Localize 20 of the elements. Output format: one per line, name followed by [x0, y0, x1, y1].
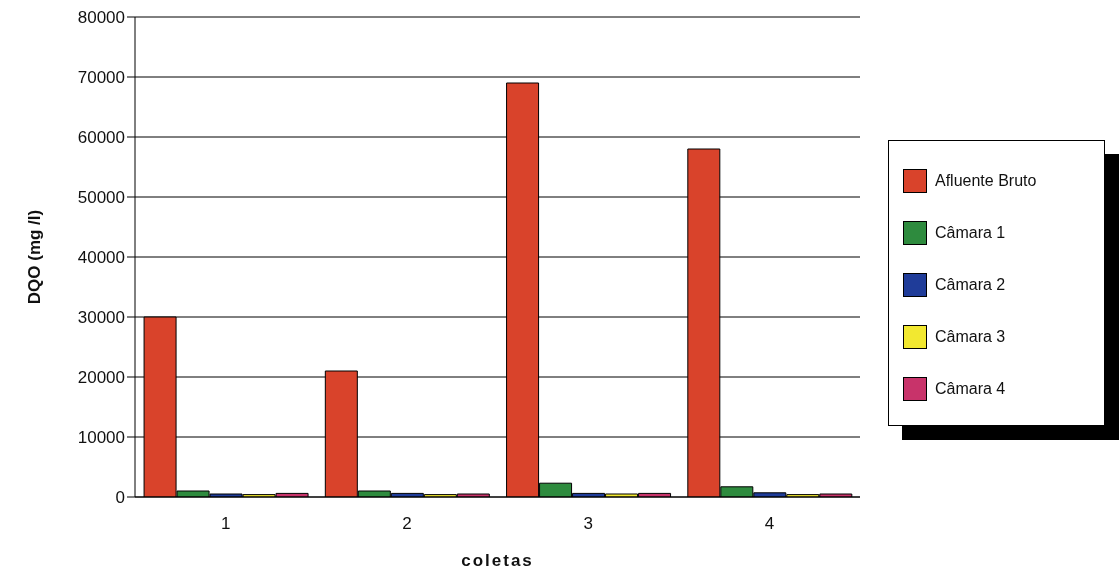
- y-tick-label: 50000: [77, 188, 125, 208]
- legend-label: Câmara 4: [935, 380, 1006, 398]
- x-tick-label: 3: [583, 514, 593, 534]
- y-tick-label: 20000: [77, 368, 125, 388]
- legend-label: Câmara 3: [935, 328, 1006, 346]
- y-tick-label: 80000: [77, 8, 125, 28]
- y-tick-label: 40000: [77, 248, 125, 268]
- x-tick-label: 1: [220, 514, 231, 534]
- y-tick-label: 0: [115, 488, 125, 508]
- x-axis-title: coletas: [461, 551, 534, 570]
- y-tick-label: 30000: [77, 308, 125, 328]
- y-axis-title: DQO (mg /l): [25, 209, 45, 305]
- y-tick-label: 60000: [77, 128, 125, 148]
- legend-label: Câmara 1: [935, 224, 1006, 242]
- x-tick-label: 4: [764, 514, 775, 534]
- legend-label: Afluente Bruto: [935, 172, 1037, 190]
- legend-label: Câmara 2: [935, 276, 1006, 294]
- y-tick-label: 10000: [77, 428, 125, 448]
- y-tick-label: 70000: [77, 68, 125, 88]
- x-tick-label: 2: [402, 514, 412, 534]
